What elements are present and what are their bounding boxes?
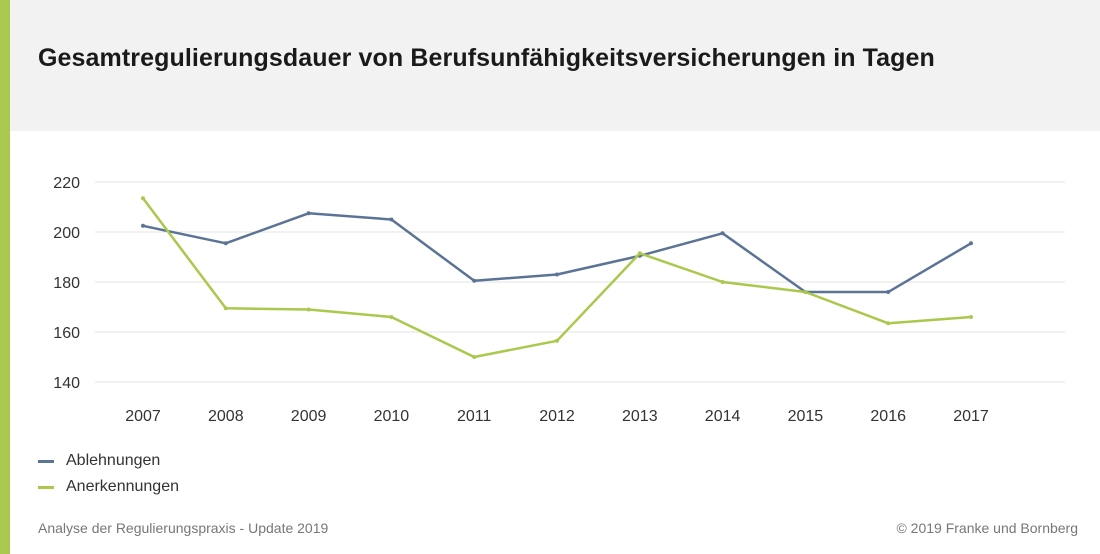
- x-tick-label: 2008: [208, 408, 244, 425]
- y-tick-label: 200: [53, 225, 80, 242]
- data-point-ablehnungen-2012[interactable]: [555, 272, 559, 277]
- data-point-anerkennungen-2013[interactable]: [637, 251, 642, 256]
- legend-label-ablehnungen: Ablehnungen: [66, 452, 161, 469]
- x-tick-label: 2015: [788, 408, 824, 425]
- data-point-anerkennungen-2012[interactable]: [555, 338, 559, 343]
- data-point-anerkennungen-2010[interactable]: [389, 315, 394, 319]
- data-point-ablehnungen-2017[interactable]: [969, 241, 973, 246]
- legend-item-anerkennungen[interactable]: Anerkennungen: [38, 474, 179, 500]
- series-line-ablehnungen: [141, 212, 973, 294]
- data-point-anerkennungen-2014[interactable]: [720, 280, 725, 284]
- y-tick-label: 180: [53, 275, 80, 292]
- y-tick-label: 140: [53, 375, 80, 392]
- data-point-ablehnungen-2008[interactable]: [223, 241, 228, 246]
- header: Gesamtregulierungsdauer von Berufsunfähi…: [10, 0, 1100, 131]
- legend: Ablehnungen Anerkennungen: [38, 448, 179, 500]
- data-point-ablehnungen-2007[interactable]: [141, 223, 145, 228]
- data-point-ablehnungen-2010[interactable]: [389, 217, 394, 222]
- legend-swatch-anerkennungen: [38, 485, 54, 489]
- x-tick-label: 2014: [705, 408, 741, 425]
- series-line-anerkennungen: [141, 197, 973, 359]
- legend-swatch-ablehnungen: [38, 459, 54, 463]
- accent-bar: [0, 0, 10, 554]
- x-tick-label: 2009: [291, 408, 327, 425]
- data-point-anerkennungen-2015[interactable]: [803, 290, 808, 294]
- x-tick-label: 2013: [622, 408, 658, 425]
- copyright: © 2019 Franke und Bornberg: [896, 520, 1078, 536]
- y-tick-label: 220: [53, 175, 80, 192]
- chart-title: Gesamtregulierungsdauer von Berufsunfähi…: [38, 44, 935, 72]
- x-tick-label: 2011: [457, 408, 492, 425]
- x-tick-label: 2017: [953, 408, 989, 425]
- x-tick-label: 2007: [125, 408, 161, 425]
- source-note: Analyse der Regulierungspraxis - Update …: [38, 520, 329, 536]
- data-point-anerkennungen-2016[interactable]: [886, 321, 891, 326]
- x-tick-label: 2010: [374, 408, 410, 425]
- data-point-ablehnungen-2009[interactable]: [306, 211, 311, 216]
- y-axis-ticks: 140 160 180 200 220: [53, 175, 80, 392]
- data-point-anerkennungen-2011[interactable]: [472, 355, 477, 359]
- data-point-anerkennungen-2017[interactable]: [969, 315, 973, 319]
- line-chart: 140 160 180 200 220 2007 2008 2009 2010 2011 2012…: [53, 175, 1065, 425]
- data-point-ablehnungen-2014[interactable]: [720, 231, 725, 236]
- x-tick-label: 2012: [539, 408, 575, 425]
- y-tick-label: 160: [53, 325, 80, 342]
- data-point-anerkennungen-2009[interactable]: [306, 307, 311, 312]
- series-lines: [141, 196, 973, 359]
- data-point-anerkennungen-2008[interactable]: [223, 306, 228, 311]
- legend-label-anerkennungen: Anerkennungen: [66, 478, 179, 495]
- grid: [95, 181, 1065, 383]
- x-axis-ticks: 2007 2008 2009 2010 2011 2012 2013 2014 2015 2016…: [125, 408, 989, 425]
- x-tick-label: 2016: [870, 408, 906, 425]
- legend-item-ablehnungen[interactable]: Ablehnungen: [38, 448, 179, 474]
- data-point-anerkennungen-2007[interactable]: [141, 196, 145, 201]
- data-point-ablehnungen-2011[interactable]: [472, 278, 477, 283]
- data-point-ablehnungen-2016[interactable]: [886, 290, 891, 294]
